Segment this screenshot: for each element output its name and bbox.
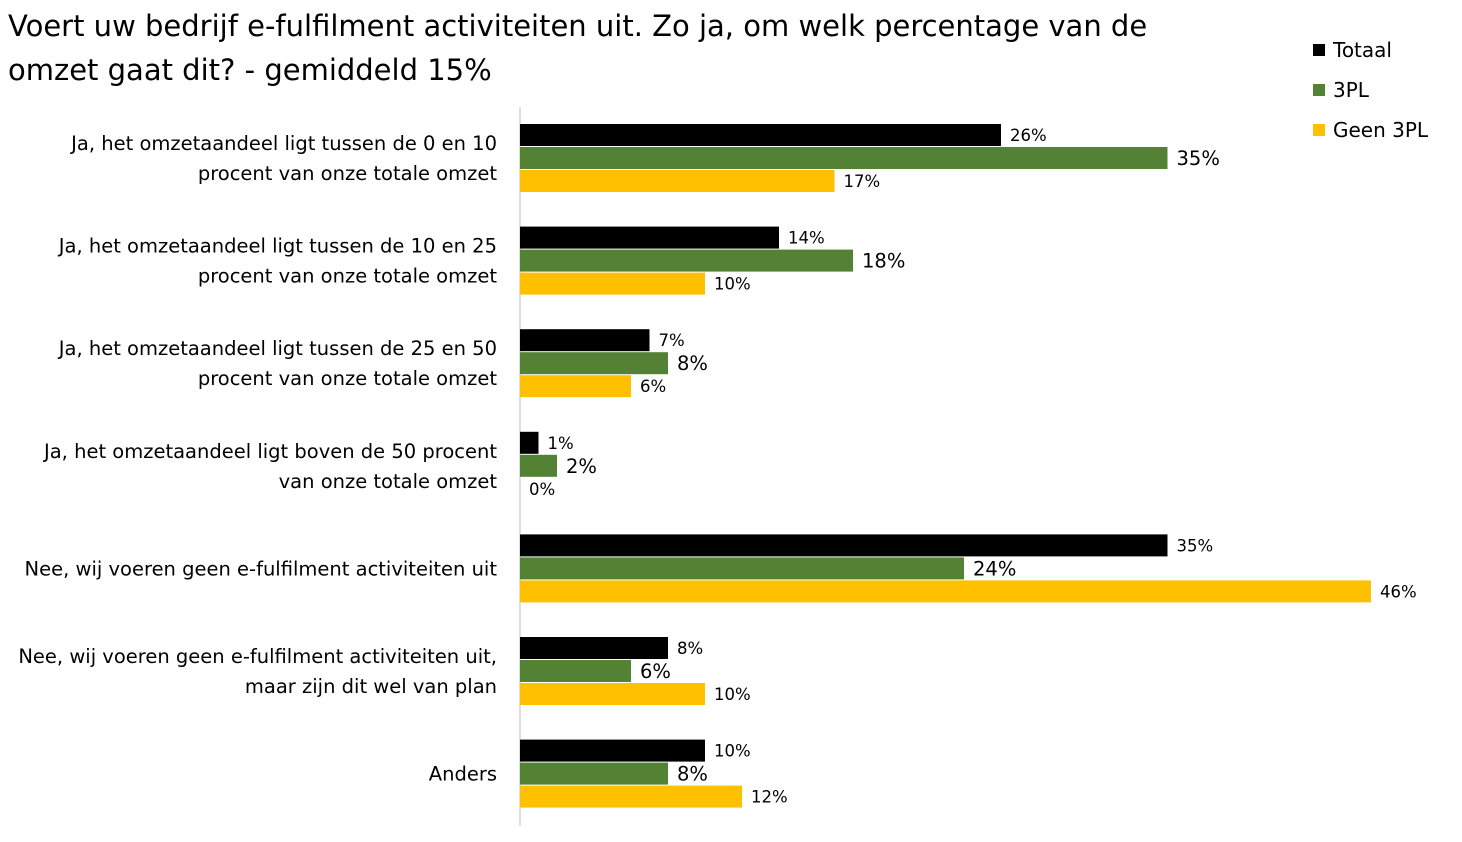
- bar-3pl: [520, 762, 668, 785]
- data-label: 18%: [862, 250, 905, 273]
- bar-geen-3pl: [520, 683, 705, 705]
- bar-totaal: [520, 739, 705, 762]
- bar-3pl: [520, 249, 853, 272]
- data-label: 8%: [677, 352, 708, 375]
- data-label: 2%: [566, 455, 597, 478]
- data-label: 1%: [548, 434, 574, 453]
- data-label: 17%: [844, 172, 881, 191]
- data-label: 7%: [659, 331, 685, 350]
- bar-3pl: [520, 352, 668, 375]
- category-label: Ja, het omzetaandeel ligt boven de 50 pr…: [42, 440, 497, 493]
- data-label: 6%: [640, 660, 671, 683]
- data-label: 35%: [1177, 536, 1214, 555]
- legend-label: Totaal: [1333, 38, 1392, 62]
- bar-geen-3pl: [520, 375, 631, 398]
- data-label: 0%: [529, 480, 555, 499]
- bar-totaal: [520, 124, 1001, 146]
- data-label: 14%: [788, 229, 825, 248]
- bar-3pl: [520, 557, 964, 580]
- data-label: 10%: [714, 742, 751, 761]
- legend-item: Geen 3PL: [1313, 110, 1428, 150]
- legend-swatch: [1313, 84, 1325, 96]
- data-label: 8%: [677, 639, 703, 658]
- data-label: 35%: [1177, 147, 1220, 170]
- data-label: 8%: [677, 763, 708, 786]
- legend-label: Geen 3PL: [1333, 118, 1429, 142]
- bar-3pl: [520, 147, 1168, 169]
- data-label: 26%: [1010, 126, 1047, 145]
- bar-geen-3pl: [520, 785, 742, 808]
- category-label: Ja, het omzetaandeel ligt tussen de 25 e…: [57, 337, 498, 390]
- data-label: 10%: [714, 685, 751, 704]
- bar-3pl: [520, 660, 631, 682]
- bar-totaal: [520, 226, 779, 249]
- data-label: 24%: [973, 557, 1016, 580]
- category-label: Nee, wij voeren geen e-fulfilment activi…: [18, 645, 497, 698]
- category-label: Anders: [429, 763, 497, 786]
- bar-geen-3pl: [520, 170, 835, 192]
- legend-item: 3PL: [1313, 70, 1428, 110]
- bar-geen-3pl: [520, 272, 705, 295]
- legend-item: Totaal: [1313, 30, 1428, 70]
- data-label: 12%: [751, 788, 788, 807]
- bar-totaal: [520, 431, 539, 454]
- legend-swatch: [1313, 44, 1325, 56]
- data-label: 10%: [714, 275, 751, 294]
- legend-label: 3PL: [1333, 78, 1369, 102]
- category-label: Ja, het omzetaandeel ligt tussen de 10 e…: [57, 235, 498, 288]
- data-label: 46%: [1380, 582, 1417, 601]
- legend-swatch: [1313, 124, 1325, 136]
- category-label: Nee, wij voeren geen e-fulfilment activi…: [25, 557, 498, 580]
- category-label: Ja, het omzetaandeel ligt tussen de 0 en…: [69, 132, 497, 185]
- bar-totaal: [520, 329, 650, 352]
- legend: Totaal 3PL Geen 3PL: [1313, 30, 1428, 150]
- bar-totaal: [520, 637, 668, 659]
- bar-3pl: [520, 454, 557, 477]
- bar-totaal: [520, 534, 1168, 557]
- data-label: 6%: [640, 377, 666, 396]
- bar-geen-3pl: [520, 580, 1371, 603]
- chart-title: Voert uw bedrijf e-fulfilment activiteit…: [8, 9, 1148, 87]
